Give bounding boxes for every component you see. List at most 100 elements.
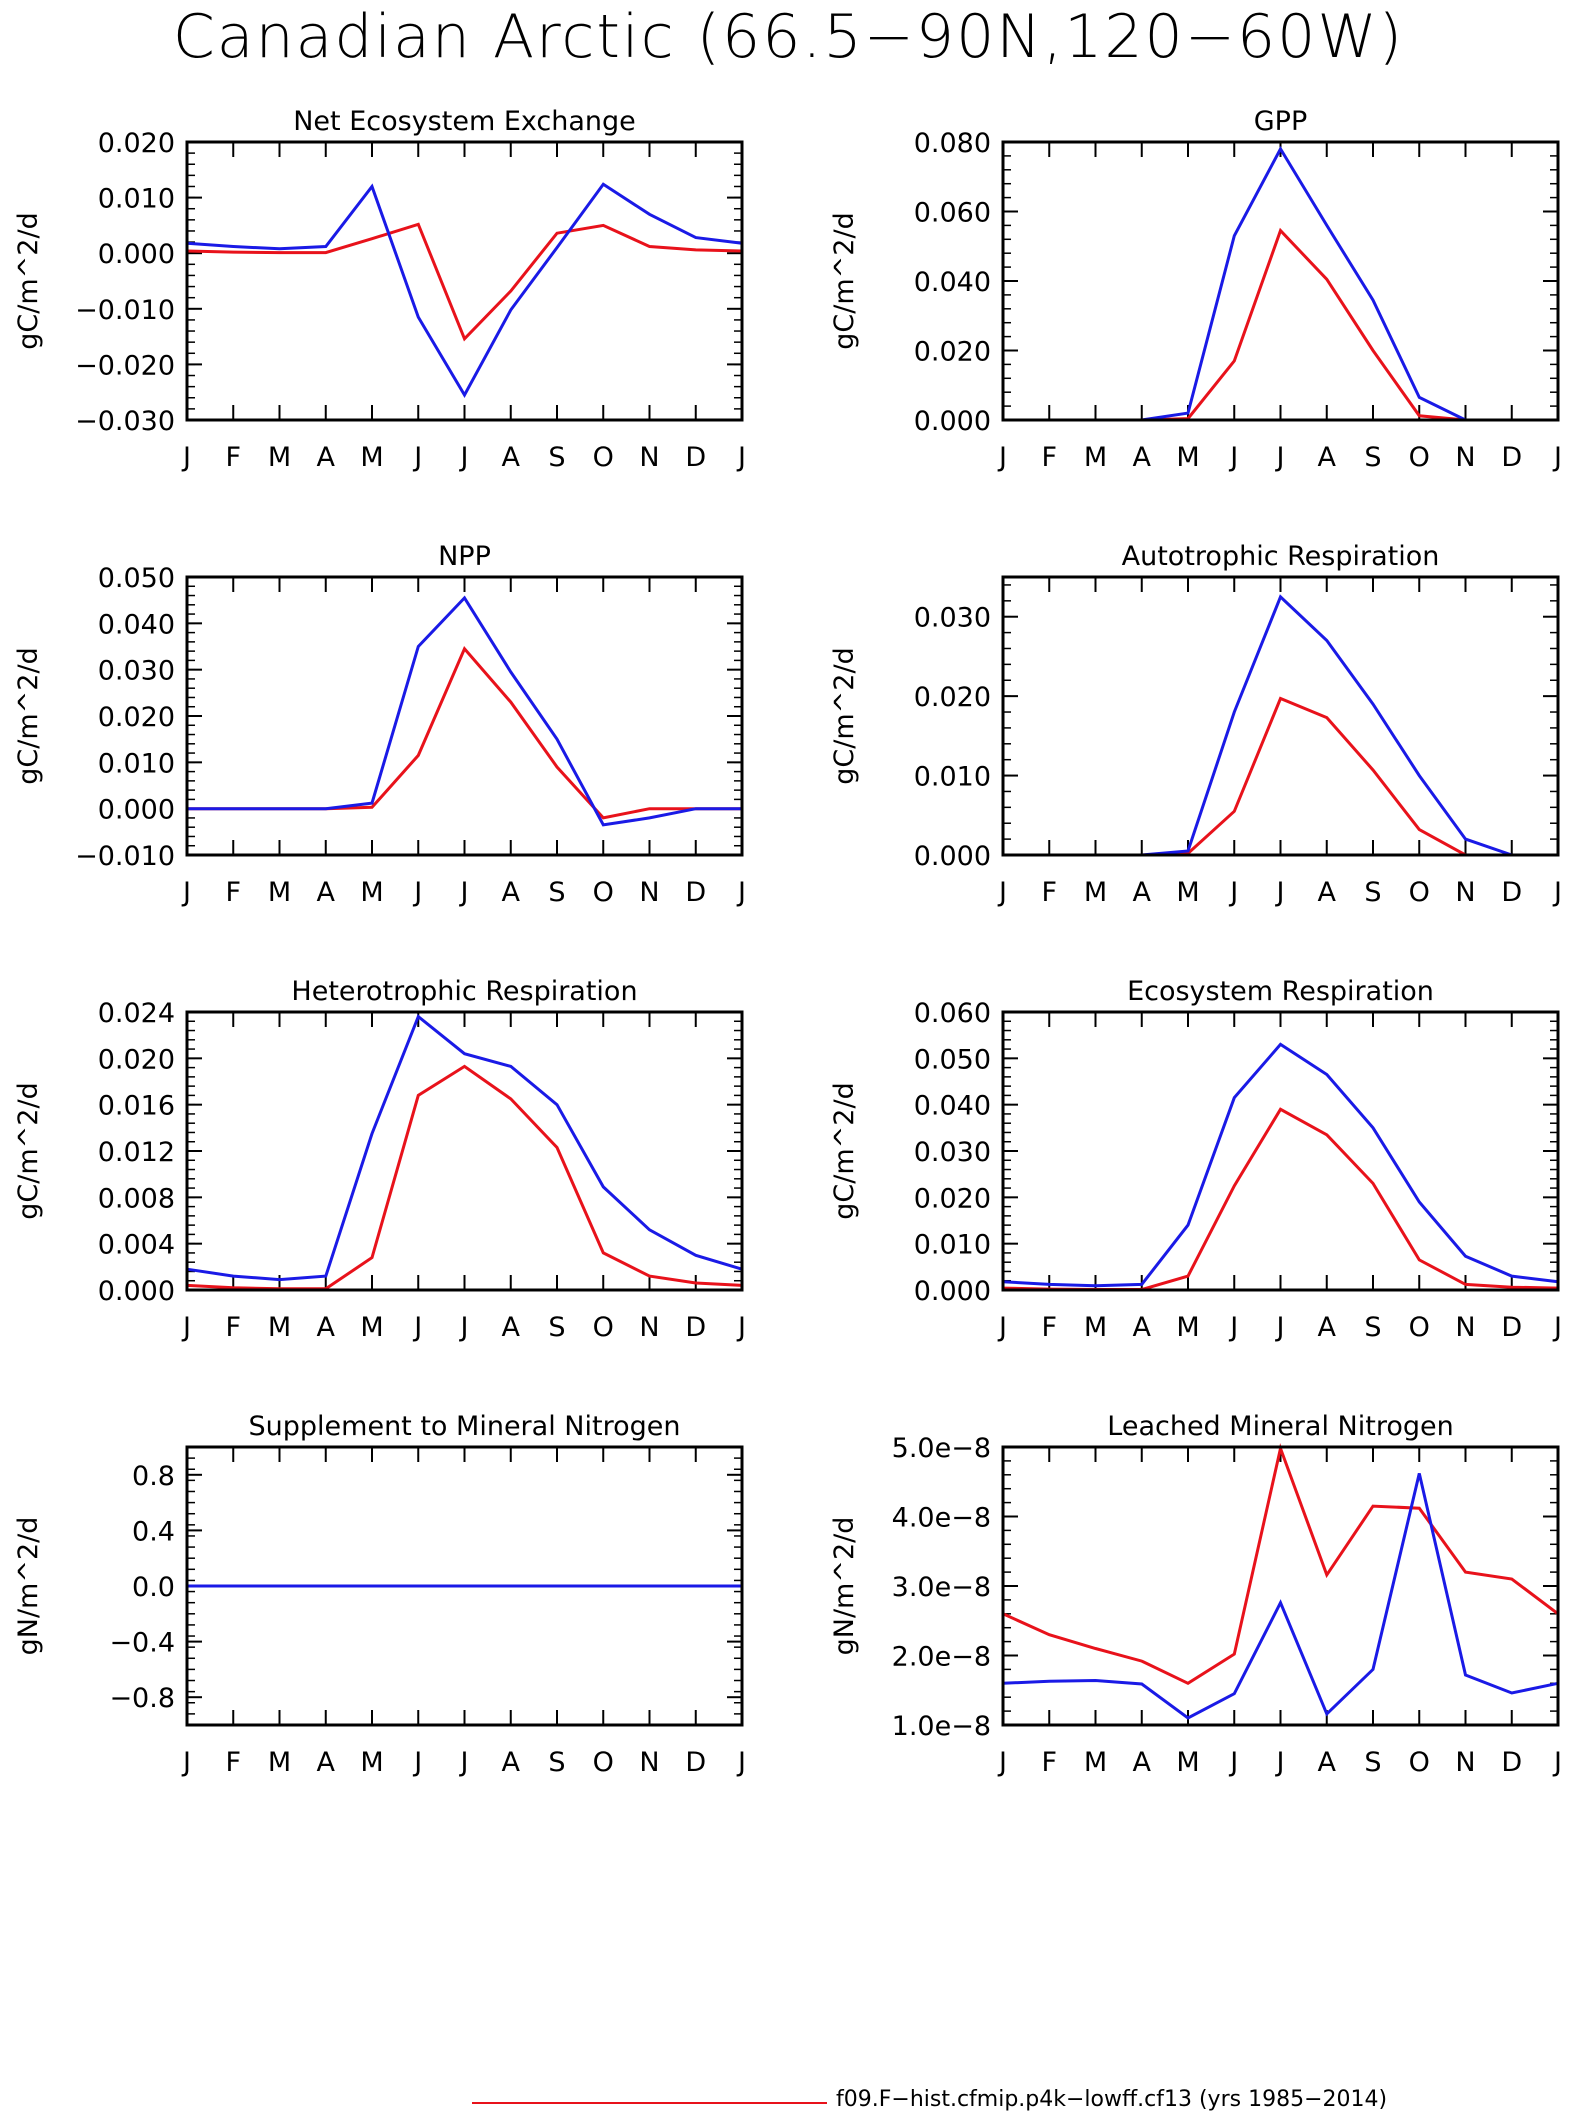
x-tick-label: J <box>1228 1312 1238 1343</box>
series-line-red <box>186 1064 743 1291</box>
y-tick-label: 4.0e−8 <box>892 1503 991 1534</box>
chart-title: Ecosystem Respiration <box>1127 976 1434 1007</box>
chart-panel-5: Heterotrophic Respiration gC/m^2/d 0.000 0.… <box>13 976 746 1343</box>
x-tick-label: M <box>360 1747 383 1778</box>
y-tick-label: 0.060 <box>914 198 991 229</box>
x-tick-label: J <box>1275 442 1285 473</box>
y-tick-label: 0.008 <box>98 1183 175 1214</box>
x-tick-label: D <box>1501 877 1522 908</box>
y-tick-label: 3.0e−8 <box>892 1572 991 1603</box>
y-tick-label: −0.020 <box>75 350 175 381</box>
x-tick-label: M <box>1084 1312 1107 1343</box>
page-title: Canadian Arctic (66.5−90N,120−60W) <box>172 2 1405 72</box>
x-tick-label: J <box>1552 877 1562 908</box>
x-tick-label: J <box>459 1312 469 1343</box>
y-tick-label: 0.000 <box>914 406 991 437</box>
y-tick-label: 0.050 <box>98 563 175 594</box>
y-tick-label: 0.024 <box>98 998 175 1029</box>
x-tick-label: F <box>1041 877 1057 908</box>
y-axis-label: gC/m^2/d <box>829 212 860 349</box>
x-tick-label: F <box>1041 1312 1057 1343</box>
x-tick-label: N <box>1455 877 1475 908</box>
x-tick-label: O <box>1409 877 1430 908</box>
series-line-blue <box>1003 145 1558 422</box>
y-axis-label: gN/m^2/d <box>829 1517 860 1656</box>
x-tick-label: F <box>225 1312 241 1343</box>
x-tick-label: J <box>412 442 422 473</box>
x-tick-label: J <box>736 1747 746 1778</box>
y-tick-label: 0.010 <box>914 1230 991 1261</box>
x-tick-label: M <box>268 442 291 473</box>
y-tick-label: 0.060 <box>914 998 991 1029</box>
series-line-blue <box>187 595 742 827</box>
plot-frame <box>185 1445 744 1727</box>
x-tick-label: M <box>268 877 291 908</box>
x-tick-label: J <box>181 877 191 908</box>
y-axis-label: gC/m^2/d <box>13 212 44 349</box>
y-tick-label: 0.000 <box>914 841 991 872</box>
y-tick-label: 0.030 <box>914 603 991 634</box>
chart-panel-4: Autotrophic Respiration gC/m^2/d 0.000 0.01… <box>829 541 1562 908</box>
chart-title: NPP <box>438 541 491 572</box>
x-tick-label: J <box>1552 442 1562 473</box>
y-tick-label: 1.0e−8 <box>892 1711 991 1742</box>
y-tick-label: 0.016 <box>98 1091 175 1122</box>
chart-title: Leached Mineral Nitrogen <box>1107 1411 1453 1442</box>
x-tick-label: D <box>685 1747 706 1778</box>
x-tick-label: O <box>593 1312 614 1343</box>
x-tick-label: A <box>1318 1747 1337 1778</box>
plot-frame <box>185 1010 744 1292</box>
x-tick-label: N <box>639 1747 659 1778</box>
x-tick-label: J <box>1275 1312 1285 1343</box>
x-tick-label: J <box>736 1312 746 1343</box>
y-tick-label: 0.4 <box>132 1516 175 1547</box>
y-axis-label: gC/m^2/d <box>13 1082 44 1219</box>
x-tick-label: A <box>502 1312 521 1343</box>
x-tick-label: M <box>1176 442 1199 473</box>
x-tick-label: J <box>1228 1747 1238 1778</box>
x-tick-label: S <box>1364 877 1381 908</box>
x-tick-label: J <box>1552 1747 1562 1778</box>
chart-title: Heterotrophic Respiration <box>291 976 637 1007</box>
y-tick-label: 0.020 <box>98 128 175 159</box>
x-tick-label: M <box>1084 1747 1107 1778</box>
y-tick-label: 0.010 <box>98 748 175 779</box>
x-tick-label: A <box>317 1747 336 1778</box>
y-tick-label: 0.020 <box>914 682 991 713</box>
x-tick-label: F <box>225 1747 241 1778</box>
x-tick-label: J <box>997 877 1007 908</box>
x-tick-label: M <box>1176 1312 1199 1343</box>
series-line-red <box>187 646 742 820</box>
x-tick-label: A <box>502 1747 521 1778</box>
series-line-blue <box>186 1014 743 1282</box>
legend-red-label: f09.F−hist.cfmip.p4k−lowff.cf13 (yrs 198… <box>836 2087 1388 2112</box>
x-tick-label: S <box>548 1747 565 1778</box>
y-tick-label: 0.000 <box>914 1276 991 1307</box>
x-tick-label: S <box>548 442 565 473</box>
series-line-blue <box>1003 594 1558 857</box>
chart-panel-8: Leached Mineral Nitrogen gN/m^2/d 1.0e−8 2.… <box>829 1411 1562 1778</box>
plot-frame <box>1001 140 1560 422</box>
x-tick-label: J <box>736 877 746 908</box>
x-tick-label: O <box>1409 442 1430 473</box>
x-tick-label: A <box>317 442 336 473</box>
x-tick-label: D <box>685 442 706 473</box>
y-tick-label: 0.050 <box>914 1044 991 1075</box>
x-tick-label: M <box>1176 1747 1199 1778</box>
y-tick-label: 0.020 <box>914 337 991 368</box>
x-tick-label: J <box>1275 1747 1285 1778</box>
x-tick-label: A <box>502 877 521 908</box>
x-tick-label: M <box>360 877 383 908</box>
chart-title: Supplement to Mineral Nitrogen <box>249 1411 681 1442</box>
x-tick-label: J <box>181 1312 191 1343</box>
x-tick-label: O <box>1409 1312 1430 1343</box>
plot-frame <box>1001 1445 1560 1727</box>
chart-panel-7: Supplement to Mineral Nitrogen gN/m^2/d −0… <box>13 1411 746 1778</box>
plot-frame <box>1001 575 1560 857</box>
x-tick-label: J <box>412 877 422 908</box>
x-tick-label: S <box>548 877 565 908</box>
x-tick-label: D <box>1501 442 1522 473</box>
x-tick-label: F <box>1041 1747 1057 1778</box>
y-tick-label: −0.010 <box>75 841 175 872</box>
